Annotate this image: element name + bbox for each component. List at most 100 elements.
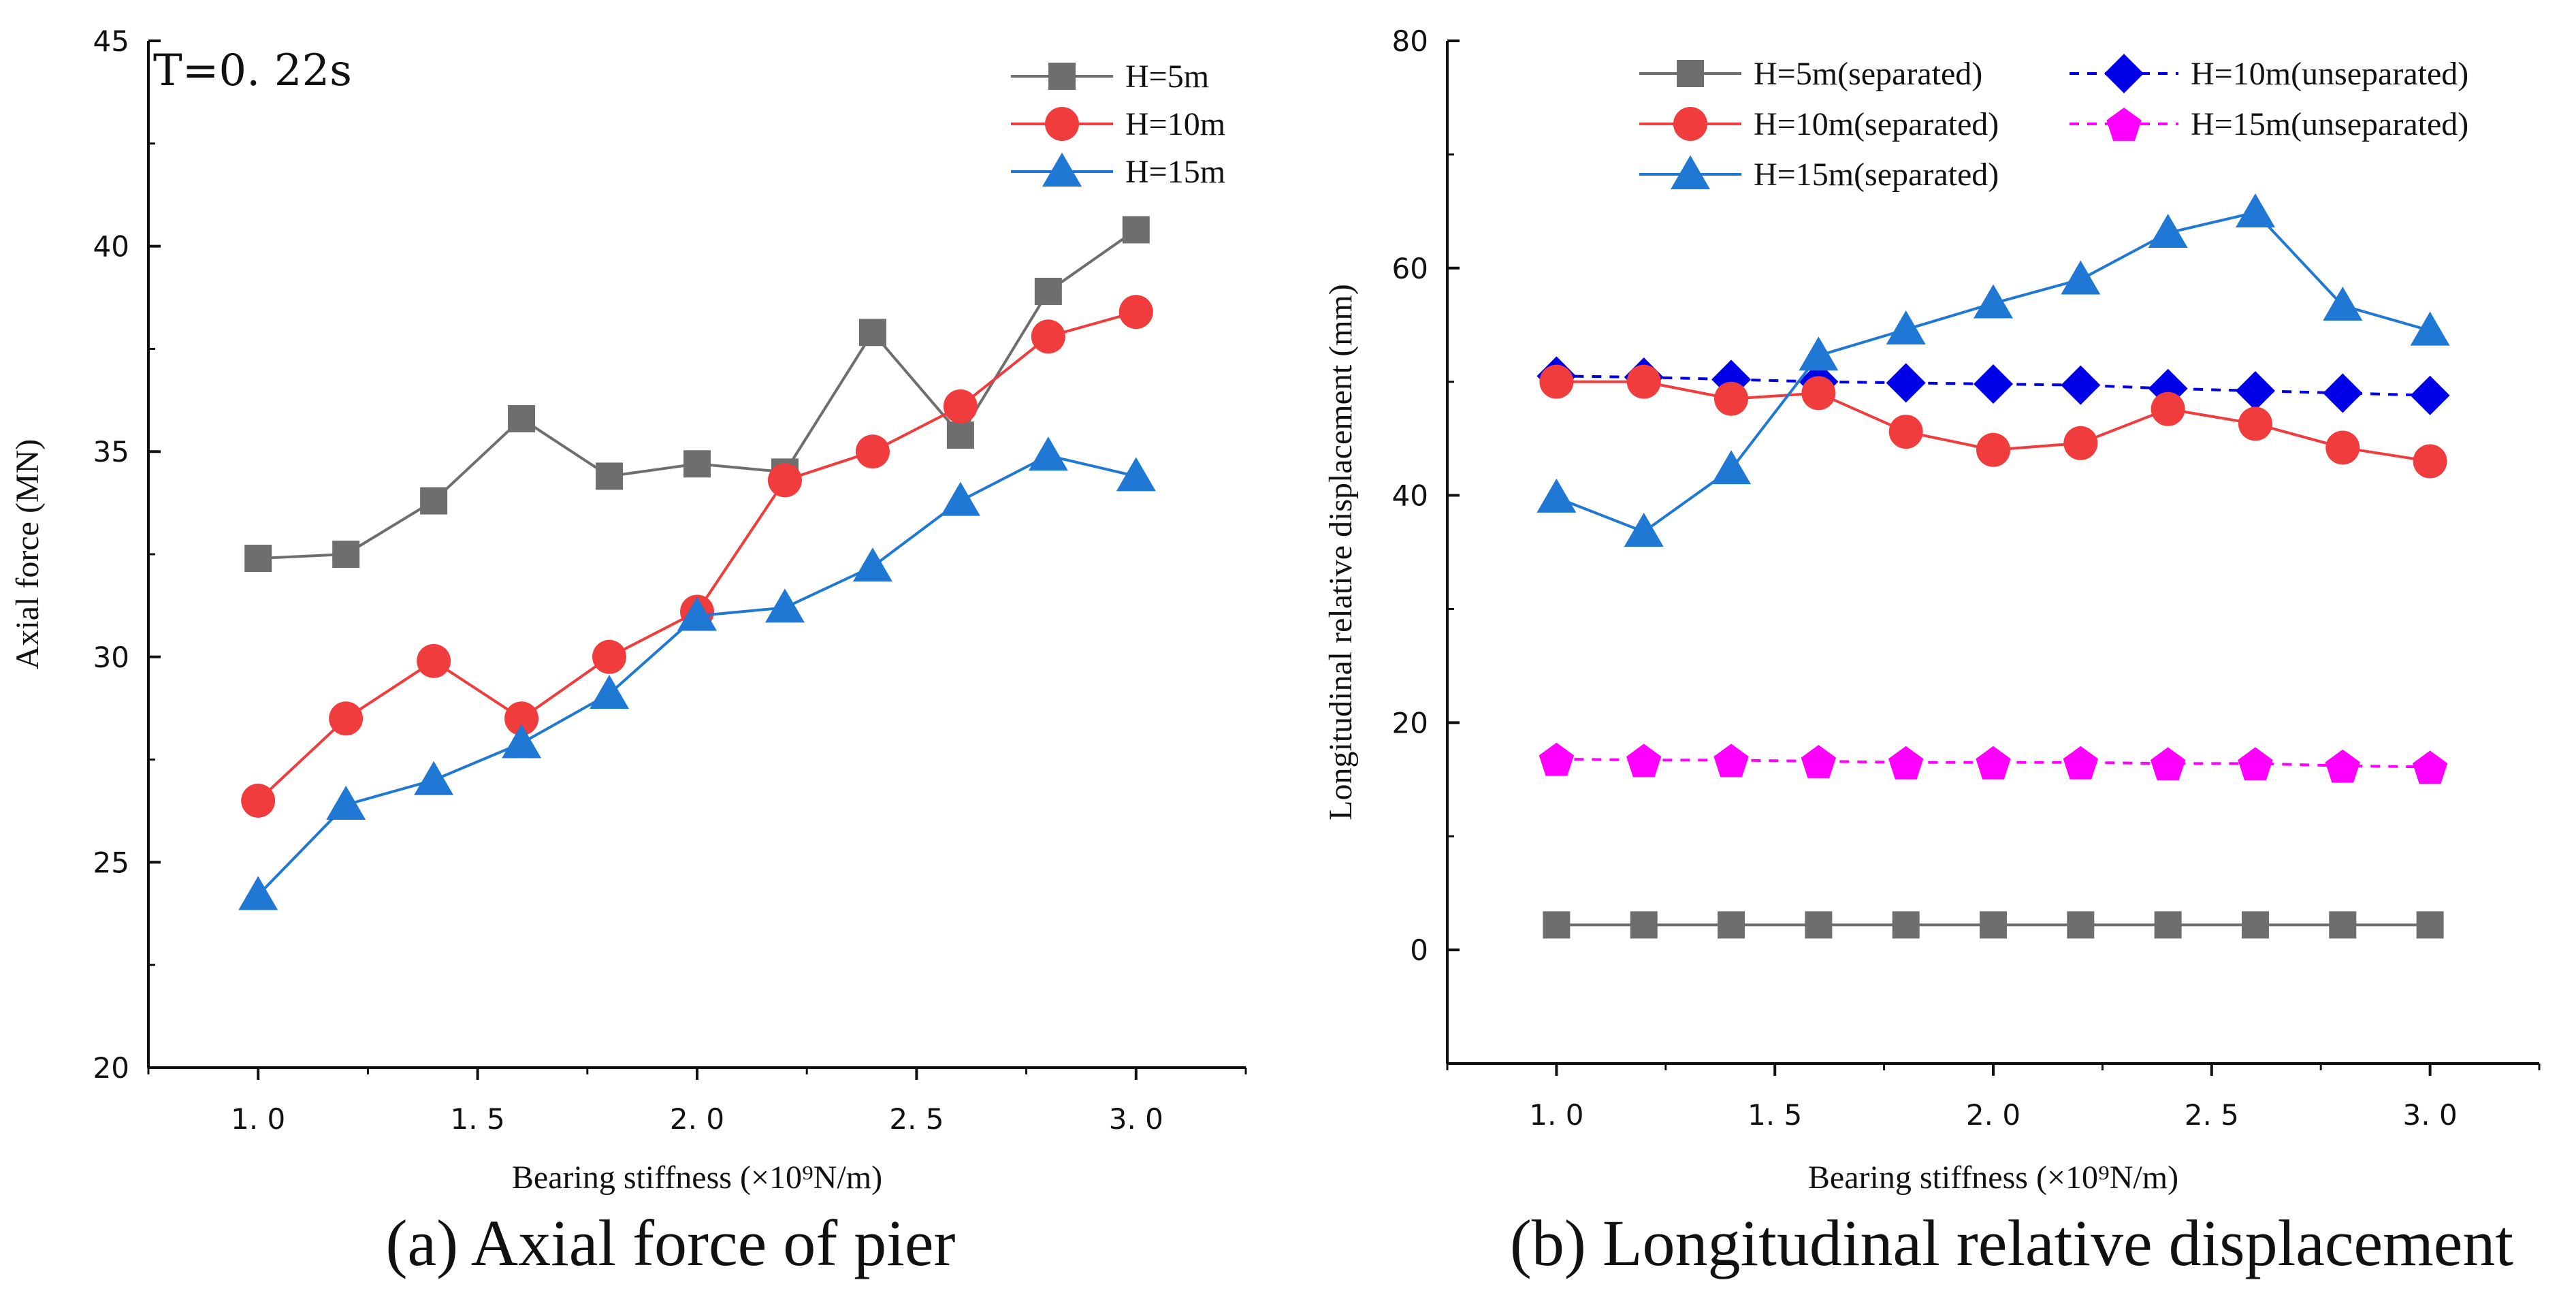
legend-label: H=5m bbox=[1125, 59, 1209, 95]
data-point bbox=[2410, 311, 2450, 346]
data-point bbox=[1031, 319, 1065, 354]
data-point bbox=[2238, 406, 2272, 441]
data-point bbox=[1626, 364, 1661, 399]
chart-caption: (b) Longitudinal relative displacement bbox=[1510, 1207, 2514, 1279]
y-axis-title: Axial force (MN) bbox=[10, 439, 46, 670]
data-point bbox=[1892, 911, 1920, 939]
series-h-10m-unseparated- bbox=[1536, 356, 2450, 415]
legend: H=5m(separated) H=10m(separated) H=15m(sep… bbox=[1639, 54, 2468, 193]
y-tick-label: 45 bbox=[93, 25, 129, 58]
legend-marker bbox=[1673, 107, 1707, 141]
data-point bbox=[1980, 911, 2007, 939]
data-point bbox=[592, 639, 627, 674]
legend-label: H=10m(separated) bbox=[1754, 106, 1999, 142]
x-tick-label: 2. 5 bbox=[2185, 1098, 2239, 1132]
data-point bbox=[332, 541, 360, 568]
data-point bbox=[2067, 911, 2095, 939]
series-line bbox=[257, 310, 1137, 802]
y-tick-label: 80 bbox=[1392, 25, 1428, 58]
x-tick-label: 2. 0 bbox=[670, 1102, 724, 1136]
y-tick-label: 40 bbox=[1392, 479, 1428, 513]
data-point bbox=[2323, 286, 2363, 321]
data-point bbox=[2151, 392, 2185, 426]
legend-marker bbox=[1671, 155, 1710, 189]
y-tick-label: 20 bbox=[93, 1051, 129, 1085]
y-tick-label: 25 bbox=[93, 846, 129, 879]
series-h-15m-separated- bbox=[1536, 193, 2450, 547]
data-point bbox=[1976, 746, 2011, 780]
data-point bbox=[2412, 750, 2448, 784]
chart-caption: (a) Axial force of pier bbox=[386, 1207, 956, 1279]
legend-label: H=15m(unseparated) bbox=[2191, 106, 2468, 142]
data-point bbox=[1539, 364, 1574, 399]
data-point bbox=[1714, 381, 1749, 416]
data-point bbox=[1536, 478, 1577, 513]
data-point bbox=[943, 389, 978, 424]
legend-label: H=5m(separated) bbox=[1754, 56, 1982, 92]
x-tick-label: 2. 5 bbox=[889, 1102, 944, 1136]
series-h-5m-separated- bbox=[1543, 911, 2444, 939]
series-line bbox=[257, 454, 1137, 897]
data-point bbox=[2416, 911, 2444, 939]
data-point bbox=[1116, 457, 1156, 492]
data-point bbox=[1888, 415, 1923, 449]
data-point bbox=[1801, 745, 1837, 778]
series-h-10m-separated- bbox=[1539, 364, 2447, 479]
data-point bbox=[1711, 450, 1752, 485]
data-point bbox=[2325, 430, 2360, 465]
chart-relative-displacement: 1. 0 1. 5 2. 0 2. 5 3. 0 0 20 40 60 80 Bearing sti… bbox=[1323, 25, 2541, 1279]
data-point bbox=[244, 545, 272, 573]
x-tick-label: 1. 5 bbox=[451, 1102, 505, 1136]
y-tick-label: 20 bbox=[1392, 706, 1428, 739]
x-axis-title: Bearing stiffness (×10⁹N/m) bbox=[512, 1160, 882, 1196]
data-point bbox=[940, 481, 980, 516]
series-line bbox=[258, 228, 1137, 560]
data-point bbox=[2148, 214, 2188, 249]
data-point bbox=[2329, 911, 2357, 939]
y-tick-label: 40 bbox=[93, 230, 129, 263]
data-point bbox=[1888, 746, 1924, 780]
legend-marker bbox=[1677, 60, 1704, 87]
series-h-15m-unseparated- bbox=[1539, 742, 2448, 784]
data-point bbox=[1801, 376, 1836, 411]
data-point bbox=[2061, 365, 2101, 405]
legend-marker bbox=[2106, 108, 2142, 141]
data-point bbox=[677, 596, 717, 631]
data-point bbox=[683, 450, 711, 478]
series-line bbox=[1556, 374, 2430, 397]
data-point bbox=[858, 319, 886, 347]
data-point bbox=[2410, 375, 2450, 415]
y-tick-label: 30 bbox=[93, 641, 129, 674]
x-tick-label: 2. 0 bbox=[1966, 1098, 2020, 1132]
data-point bbox=[2235, 193, 2275, 228]
data-point bbox=[1543, 911, 1571, 939]
data-point bbox=[852, 547, 892, 582]
data-point bbox=[1886, 310, 1926, 345]
data-point bbox=[2063, 426, 2098, 460]
y-tick-label: 0 bbox=[1410, 933, 1428, 967]
data-point bbox=[1034, 277, 1062, 305]
legend: H=5m H=10m H=15m bbox=[1011, 59, 1225, 190]
data-point bbox=[502, 724, 542, 758]
data-point bbox=[767, 463, 802, 498]
data-point bbox=[2235, 371, 2275, 411]
data-point bbox=[1718, 911, 1745, 939]
data-point bbox=[764, 588, 805, 623]
legend-marker bbox=[2104, 54, 2144, 93]
y-tick-label: 35 bbox=[93, 435, 129, 468]
data-point bbox=[238, 876, 278, 910]
x-axis-title: Bearing stiffness (×10⁹N/m) bbox=[1808, 1160, 2178, 1196]
data-point bbox=[508, 404, 536, 432]
data-point bbox=[2150, 747, 2186, 781]
data-point bbox=[1886, 363, 1926, 403]
data-point bbox=[1713, 744, 1749, 778]
series-h-5m bbox=[244, 216, 1150, 573]
data-point bbox=[329, 701, 364, 736]
period-annotation: T=0. 22s bbox=[153, 46, 352, 96]
y-axis-title: Longitudinal relative displacement (mm) bbox=[1323, 284, 1359, 820]
legend-marker bbox=[1042, 153, 1082, 187]
x-tick-label: 3. 0 bbox=[1109, 1102, 1163, 1136]
data-point bbox=[241, 783, 276, 818]
legend-label: H=10m(unseparated) bbox=[2191, 56, 2468, 92]
